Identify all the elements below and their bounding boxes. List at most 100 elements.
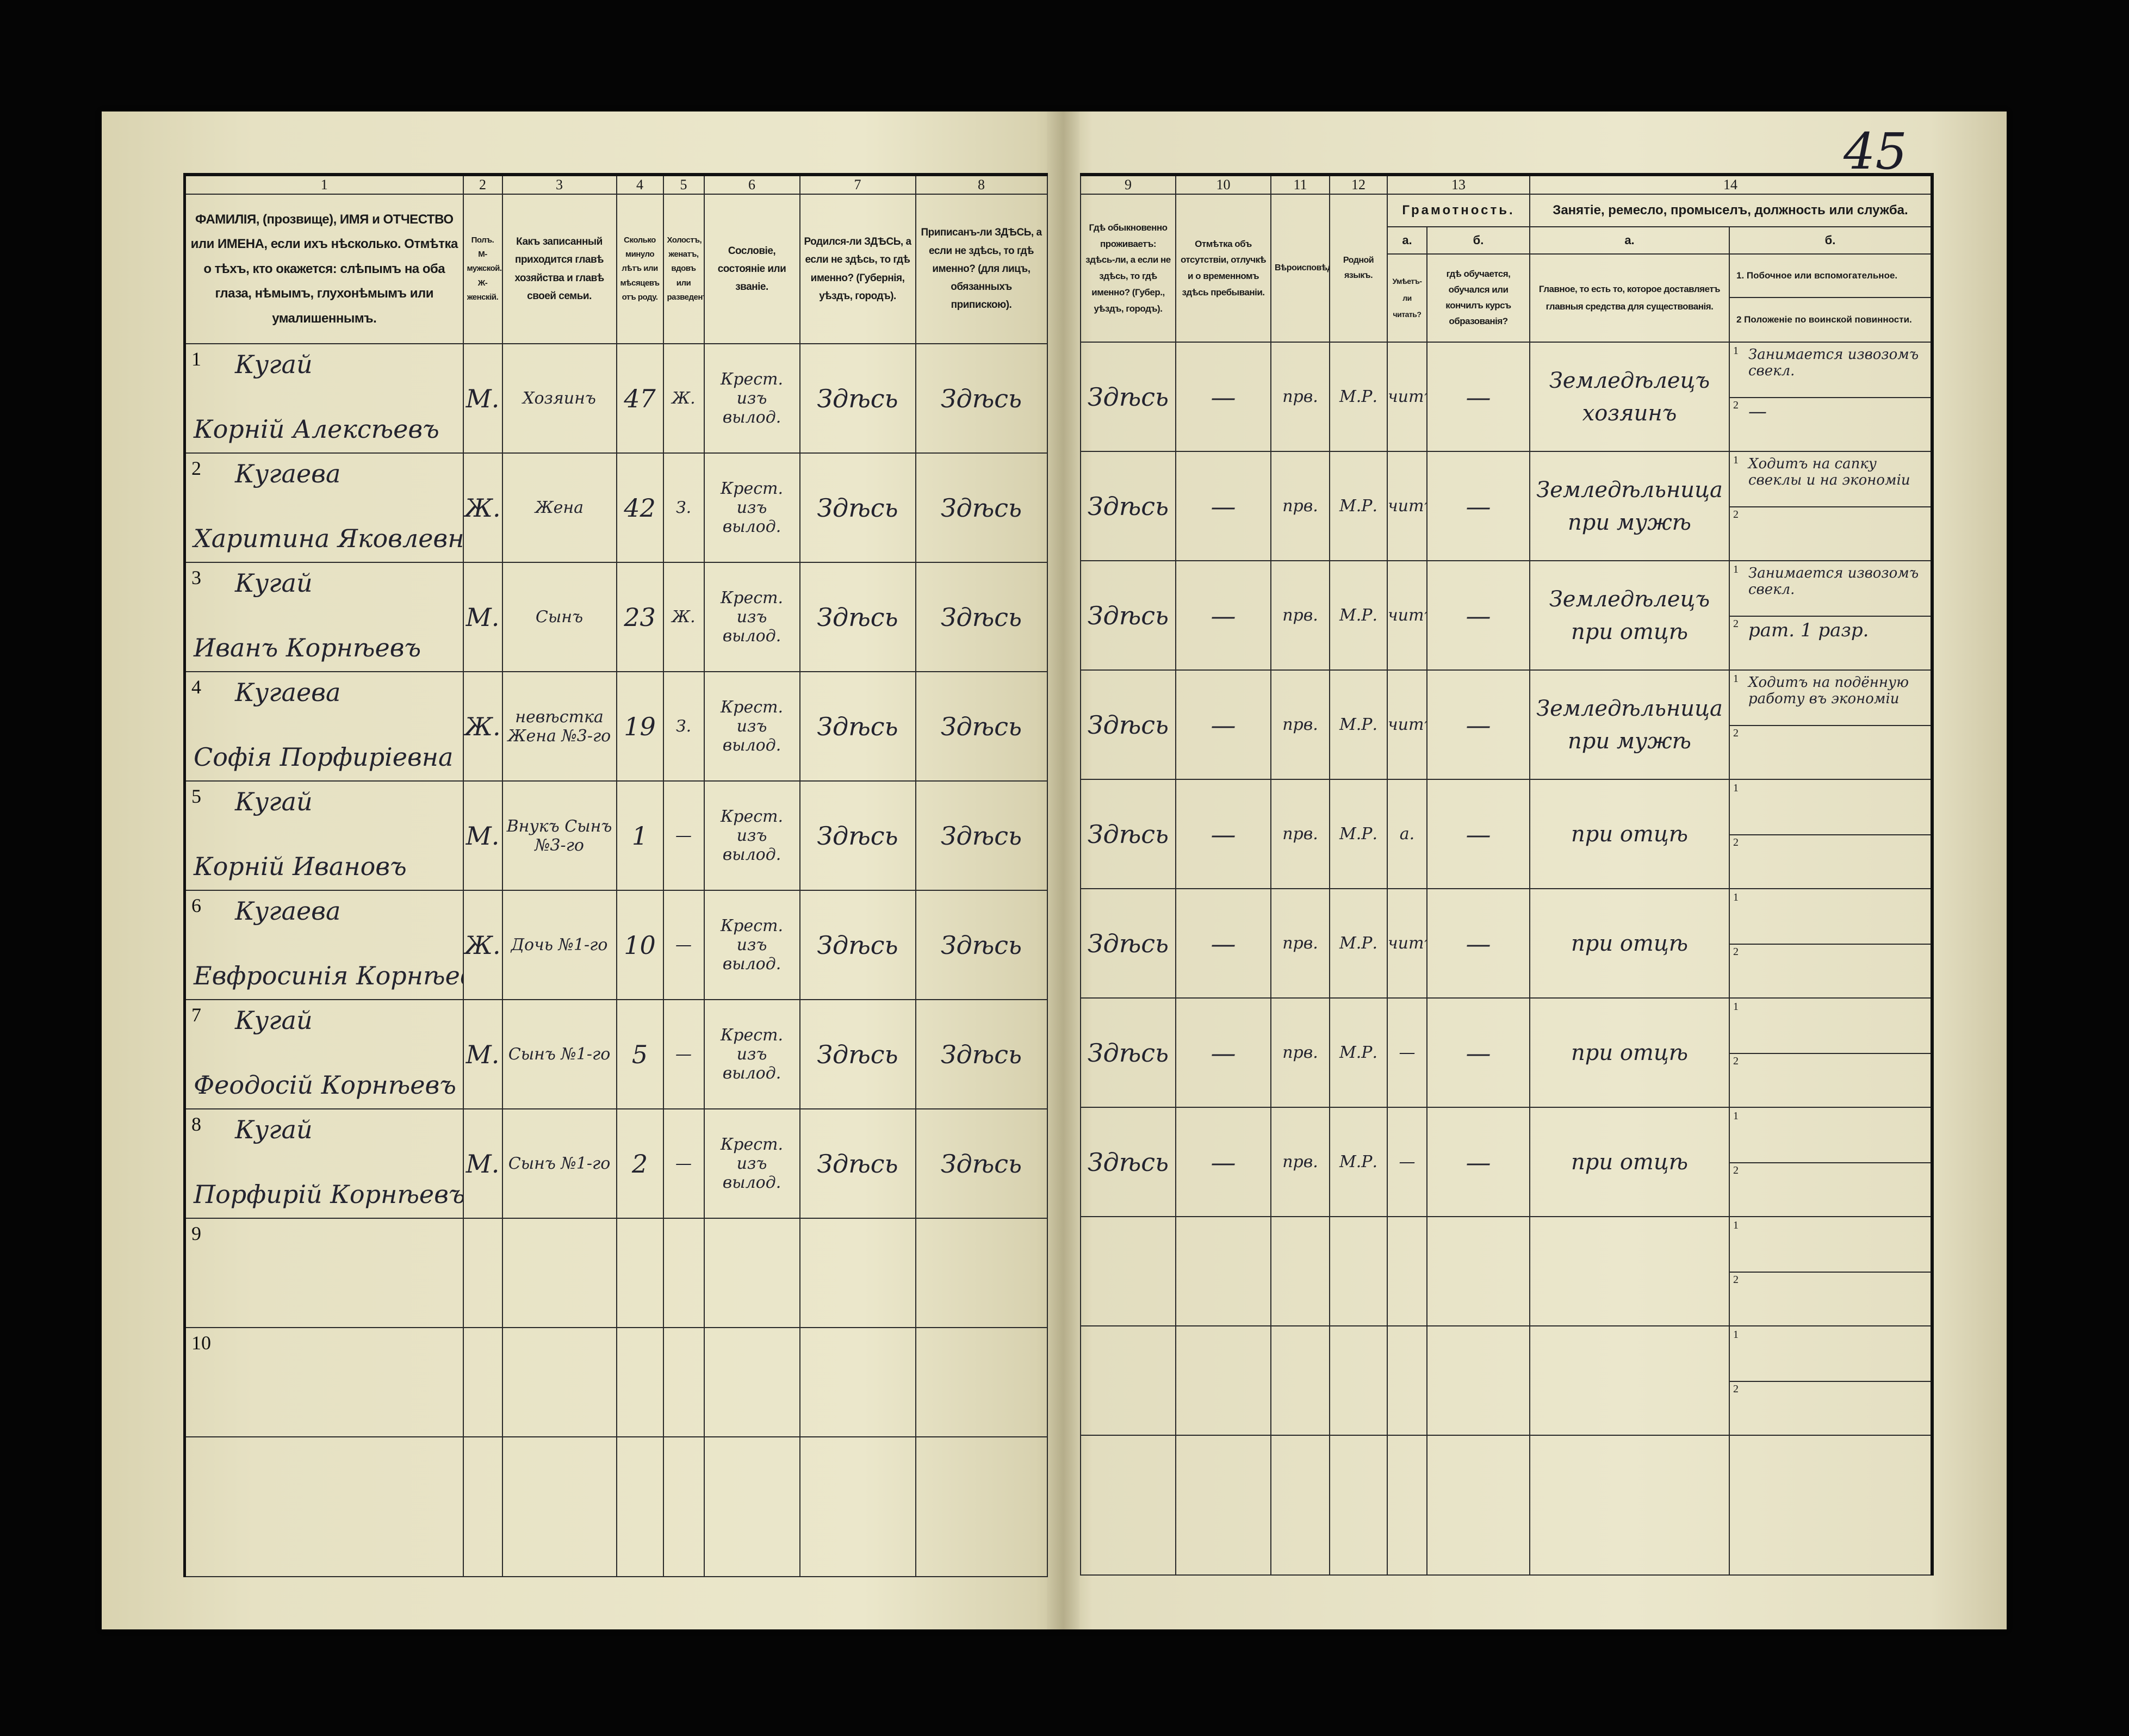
marital-status: Ж. <box>662 562 705 672</box>
residence: Здѣсь <box>1080 1107 1176 1217</box>
registration: Здѣсь <box>915 452 1048 563</box>
can-read: читъ <box>1387 560 1427 671</box>
sex-value: М. <box>465 602 500 632</box>
person-name-cell: 7 Кугай Феодосій Корнѣевъ <box>184 999 464 1109</box>
person-name-cell: 3 Кугай Иванъ Корнѣевъ <box>184 562 464 672</box>
person-name-cell: 4 Кугаева Софія Порфиріевна <box>184 671 464 782</box>
residence-value: Здѣсь <box>1087 1147 1169 1177</box>
military-status: 2 <box>1730 944 1931 997</box>
age: 42 <box>616 452 664 563</box>
relation-value: Дочь №1-го <box>511 935 608 954</box>
absence: — <box>1175 997 1271 1108</box>
relation-value: невѣстка Жена №3-го <box>507 707 611 746</box>
marital-status-value: З. <box>675 717 692 736</box>
marital-status-value: — <box>675 935 692 954</box>
header-main-occupation: Главное, то есть то, которое доставляетъ… <box>1529 253 1730 343</box>
main-occupation-value: при отцѣ <box>1571 821 1689 847</box>
column-header-row: Гдѣ обыкновенно проживаетъ: здѣсь-ли, а … <box>1080 194 1933 343</box>
residence: Здѣсь <box>1080 342 1176 452</box>
row-number: 5 <box>191 785 201 807</box>
marital-status-value: — <box>675 1045 692 1064</box>
language: М.Р. <box>1329 669 1388 780</box>
relation-value: Хозяинъ <box>523 389 596 408</box>
sex: М. <box>462 780 503 891</box>
marital-status-value: Ж. <box>672 389 696 408</box>
birthplace-value: Здѣсь <box>817 711 898 741</box>
registration: Здѣсь <box>915 1108 1048 1219</box>
marital-status-value: — <box>675 826 692 845</box>
education: — <box>1426 451 1530 561</box>
education-value: — <box>1466 928 1491 958</box>
table-row: Здѣсь — прв. М.Р. — — при отцѣ 1 2 <box>1080 997 1933 1108</box>
language-value: М.Р. <box>1339 606 1377 625</box>
estate-value: Крест. изъ вылод. <box>721 370 783 427</box>
surname: Кугаева <box>235 896 341 926</box>
subheader-text-row: Умѣетъ-ли читать? гдѣ обучается, обучалс… <box>1081 253 1933 343</box>
registration: Здѣсь <box>915 562 1048 672</box>
sub-label: 1 <box>1733 1329 1739 1341</box>
surname: Кугай <box>235 1006 313 1035</box>
marital-status <box>662 1218 705 1328</box>
row-number: 6 <box>191 895 201 916</box>
relation-value: Жена <box>535 498 584 517</box>
residence-value: Здѣсь <box>1087 491 1169 521</box>
surname: Кугай <box>235 787 313 816</box>
table-row: 3 Кугай Иванъ Корнѣевъ М. Сынъ 23 Ж. Кре… <box>184 562 1048 672</box>
relation: Жена <box>501 452 617 563</box>
main-occupation-value: Земледѣльница при мужѣ <box>1536 477 1723 535</box>
given-name: Иванъ Корнѣевъ <box>194 633 421 662</box>
birthplace: Здѣсь <box>799 671 916 782</box>
person-name-cell: 6 Кугаева Евфросинія Корнѣевна <box>184 890 464 1000</box>
can-read: читъ <box>1387 888 1427 999</box>
military-status: 2 <box>1730 725 1931 779</box>
sex: М. <box>462 1108 503 1219</box>
person-name-cell: 8 Кугай Порфирій Корнѣевъ <box>184 1108 464 1219</box>
age: 2 <box>616 1108 664 1219</box>
side-occupation: 1 <box>1730 1218 1931 1273</box>
page-fold <box>1047 111 1079 1629</box>
table-row: Здѣсь — прв. М.Р. читъ — Земледѣльница п… <box>1080 451 1933 561</box>
sub-label: 2 <box>1733 945 1739 958</box>
absence: — <box>1175 888 1271 999</box>
main-occupation-value: Земледѣлецъ при отцѣ <box>1549 586 1710 644</box>
header-estate: Сословіе, состояніе или званіе. <box>703 194 800 344</box>
absence: — <box>1175 669 1271 780</box>
registration-value: Здѣсь <box>940 1149 1022 1179</box>
can-read: — <box>1387 1107 1427 1217</box>
religion-value: прв. <box>1282 824 1318 844</box>
military-status: 2 <box>1730 1272 1931 1325</box>
language-value: М.Р. <box>1339 497 1377 516</box>
can-read: читъ <box>1387 669 1427 780</box>
marital-status: З. <box>662 452 705 563</box>
table-row: Здѣсь — прв. М.Р. — — при отцѣ 1 2 <box>1080 1107 1933 1217</box>
estate: Крест. изъ вылод. <box>703 343 800 454</box>
estate: Крест. изъ вылод. <box>703 999 800 1109</box>
sub-label: 1 <box>1733 454 1739 466</box>
language: М.Р. <box>1329 779 1388 889</box>
birthplace-value: Здѣсь <box>817 602 898 632</box>
military-status: 2 <box>1730 1053 1931 1107</box>
relation: Сынъ №1-го <box>501 999 617 1109</box>
relation: Хозяинъ <box>501 343 617 454</box>
education: — <box>1426 669 1530 780</box>
table-row: 1 2 <box>1080 1216 1933 1326</box>
col-number: 14 <box>1529 174 1933 195</box>
language: М.Р. <box>1329 451 1388 561</box>
registration: Здѣсь <box>915 343 1048 454</box>
person-name-cell: 1 Кугай Корній Алексѣевъ <box>184 343 464 454</box>
col-number: 1 <box>184 174 464 195</box>
religion: прв. <box>1270 342 1330 452</box>
sub-label: 2 <box>1733 1273 1739 1286</box>
relation: невѣстка Жена №3-го <box>501 671 617 782</box>
language-value: М.Р. <box>1339 715 1377 734</box>
language <box>1329 1216 1388 1326</box>
sub-label: 2 <box>1733 399 1739 411</box>
birthplace-value: Здѣсь <box>817 930 898 960</box>
age: 10 <box>616 890 664 1000</box>
birthplace <box>799 1218 916 1328</box>
header-14a-label: а. <box>1529 226 1730 255</box>
col-number: 10 <box>1175 174 1271 195</box>
residence: Здѣсь <box>1080 669 1176 780</box>
language: М.Р. <box>1329 560 1388 671</box>
sex <box>462 1218 503 1328</box>
